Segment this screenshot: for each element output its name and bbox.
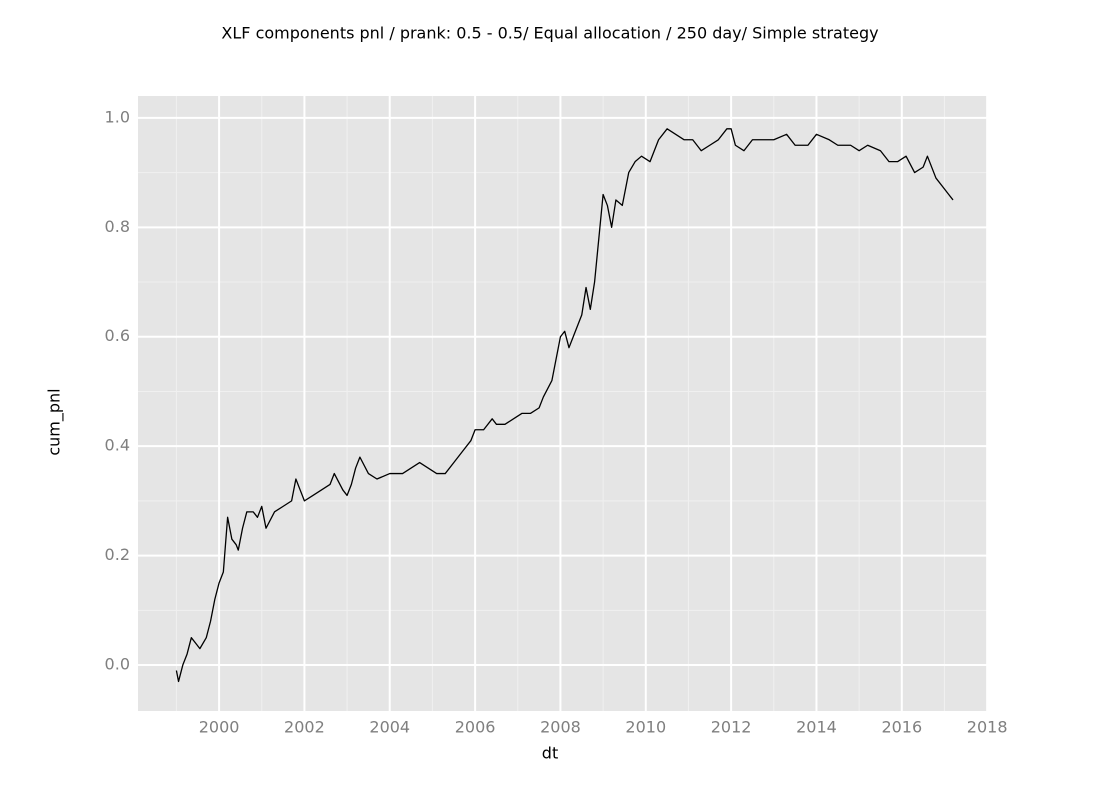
x-tick-label: 2010 [625, 718, 666, 737]
x-tick-label: 2008 [540, 718, 581, 737]
y-tick-label: 0.4 [105, 436, 130, 455]
grid [138, 96, 989, 711]
chart-title: XLF components pnl / prank: 0.5 - 0.5/ E… [221, 24, 878, 43]
x-tick-label: 2006 [455, 718, 496, 737]
y-tick-label: 1.0 [105, 107, 130, 126]
y-tick-label: 0.8 [105, 217, 130, 236]
y-tick-label: 0.6 [105, 326, 130, 345]
x-tick-label: 2012 [711, 718, 752, 737]
x-tick-label: 2004 [369, 718, 410, 737]
x-tick-label: 2014 [796, 718, 837, 737]
x-tick-label: 2000 [199, 718, 240, 737]
plot-panel [138, 96, 988, 711]
x-tick-label: 2018 [967, 718, 1008, 737]
line-series [175, 128, 954, 683]
y-axis-label: cum_pnl [45, 388, 65, 455]
y-tick-label: 0.2 [105, 545, 130, 564]
y-tick-label: 0.0 [105, 655, 130, 674]
x-tick-label: 2002 [284, 718, 325, 737]
x-tick-label: 2016 [881, 718, 922, 737]
x-axis-label: dt [542, 744, 558, 763]
